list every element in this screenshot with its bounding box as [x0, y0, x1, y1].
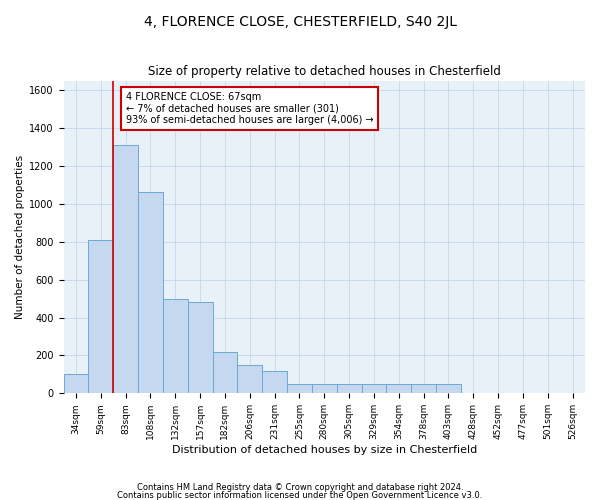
Bar [262, 370, 287, 394]
Bar [436, 384, 461, 394]
Title: Size of property relative to detached houses in Chesterfield: Size of property relative to detached ho… [148, 65, 500, 78]
Y-axis label: Number of detached properties: Number of detached properties [15, 155, 25, 319]
Bar [188, 302, 212, 394]
Bar [163, 298, 188, 394]
Text: Contains HM Land Registry data © Crown copyright and database right 2024.: Contains HM Land Registry data © Crown c… [137, 484, 463, 492]
Bar [238, 365, 262, 394]
Bar [113, 145, 138, 394]
Bar [312, 384, 337, 394]
Bar [138, 192, 163, 394]
Bar [362, 384, 386, 394]
Bar [88, 240, 113, 394]
Bar [386, 384, 411, 394]
X-axis label: Distribution of detached houses by size in Chesterfield: Distribution of detached houses by size … [172, 445, 477, 455]
Text: 4 FLORENCE CLOSE: 67sqm
← 7% of detached houses are smaller (301)
93% of semi-de: 4 FLORENCE CLOSE: 67sqm ← 7% of detached… [125, 92, 373, 125]
Bar [337, 384, 362, 394]
Text: 4, FLORENCE CLOSE, CHESTERFIELD, S40 2JL: 4, FLORENCE CLOSE, CHESTERFIELD, S40 2JL [143, 15, 457, 29]
Text: Contains public sector information licensed under the Open Government Licence v3: Contains public sector information licen… [118, 490, 482, 500]
Bar [287, 384, 312, 394]
Bar [411, 384, 436, 394]
Bar [64, 374, 88, 394]
Bar [212, 352, 238, 394]
